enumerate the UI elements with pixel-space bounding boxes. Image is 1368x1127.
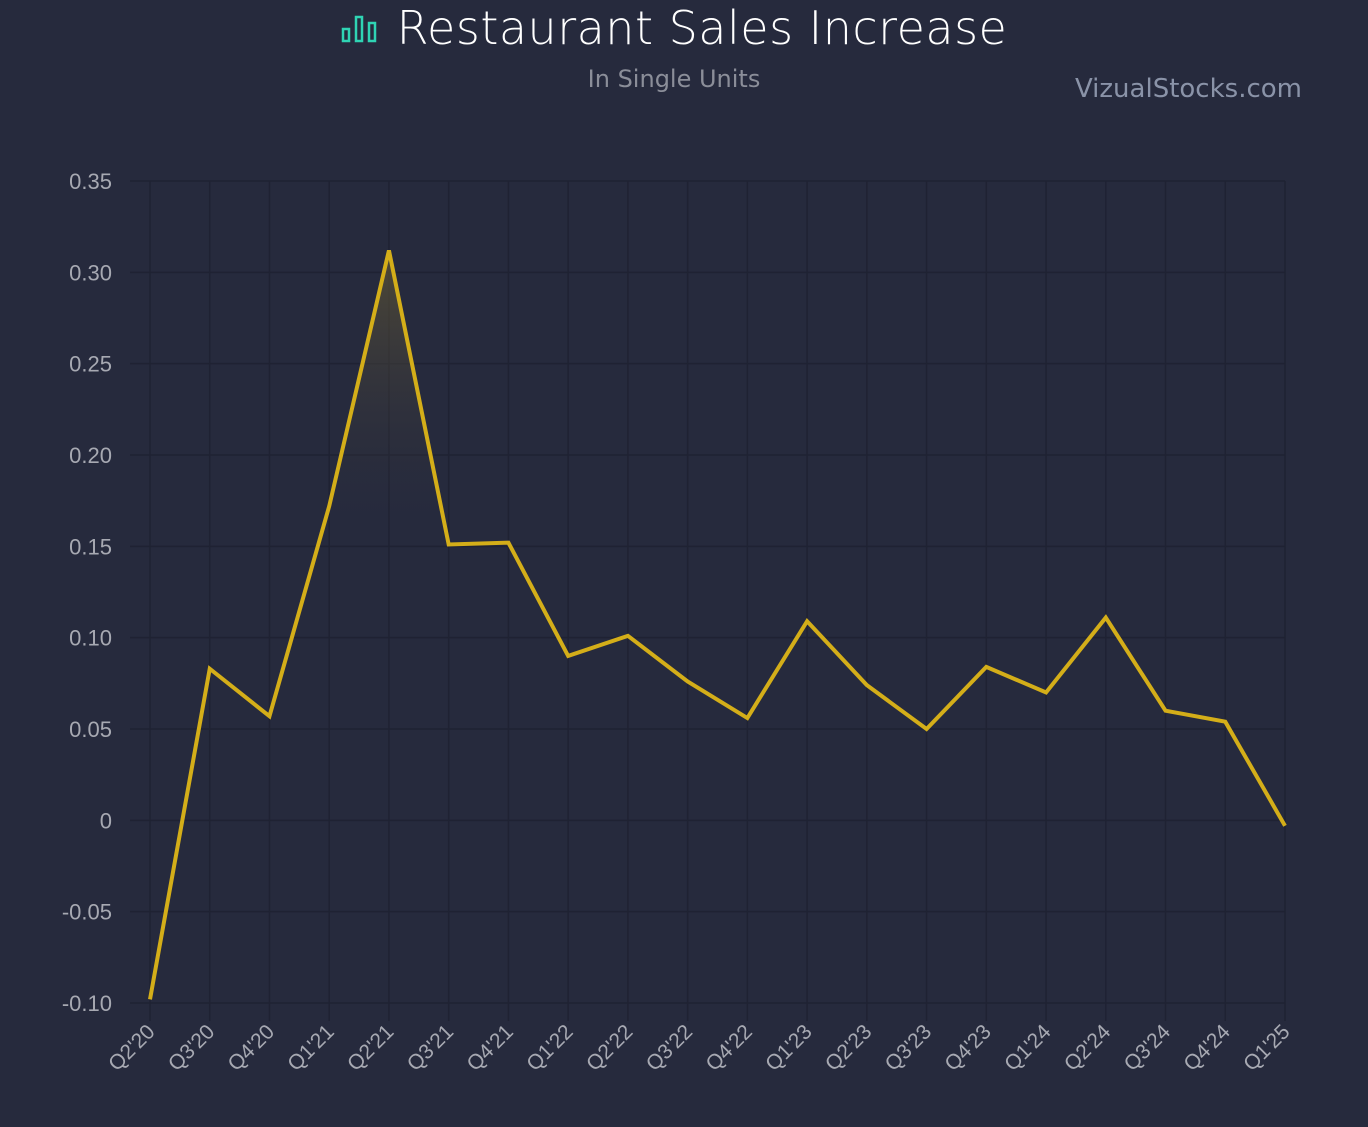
x-tick-label: Q2'23 [821, 1020, 876, 1075]
x-tick-label: Q1'25 [1239, 1020, 1294, 1075]
data-point[interactable] [865, 683, 869, 687]
data-point[interactable] [148, 997, 152, 1001]
y-tick-label: 0.05 [69, 717, 112, 742]
x-tick-label: Q4'22 [701, 1020, 756, 1075]
x-tick-label: Q2'20 [104, 1020, 159, 1075]
data-point[interactable] [745, 716, 749, 720]
title-row: Restaurant Sales Increase [0, 0, 1368, 56]
y-tick-label: 0.15 [69, 534, 112, 559]
data-point[interactable] [447, 543, 451, 547]
data-point[interactable] [387, 248, 391, 252]
x-tick-label: Q2'24 [1060, 1020, 1116, 1076]
x-tick-label: Q1'24 [1000, 1020, 1056, 1076]
y-tick-label: 0.10 [69, 626, 112, 651]
data-point[interactable] [984, 665, 988, 669]
x-tick-label: Q1'21 [283, 1020, 338, 1075]
title-wrap: Restaurant Sales Increase [341, 5, 1008, 51]
x-tick-label: Q2'22 [582, 1020, 637, 1075]
data-point[interactable] [267, 714, 271, 718]
y-tick-label: 0.30 [69, 260, 112, 285]
grid-lines [130, 180, 1286, 1021]
data-point[interactable] [1164, 709, 1168, 713]
data-point[interactable] [208, 667, 212, 671]
y-tick-label: 0.20 [69, 443, 112, 468]
data-point[interactable] [327, 504, 331, 508]
y-axis-ticks: 0.35 0.30 0.25 0.20 0.15 0.10 0.05 0 -0.05 -0.10 [62, 169, 112, 1016]
x-tick-label: Q3'23 [881, 1020, 936, 1075]
y-tick-label: -0.05 [62, 900, 112, 925]
data-point[interactable] [925, 727, 929, 731]
y-tick-label: 0.35 [69, 169, 112, 194]
y-tick-label: 0 [100, 808, 112, 833]
x-tick-label: Q3'20 [164, 1020, 219, 1075]
peak-area-fill [329, 250, 449, 545]
data-point[interactable] [1044, 690, 1048, 694]
data-point[interactable] [506, 541, 510, 545]
x-tick-label: Q3'21 [403, 1020, 458, 1075]
x-tick-label: Q3'24 [1120, 1020, 1176, 1076]
peak-area [329, 250, 449, 545]
series-line [148, 249, 1287, 1000]
x-tick-label: Q1'22 [522, 1020, 577, 1075]
x-tick-label: Q4'24 [1179, 1020, 1235, 1076]
bar-chart-icon [341, 15, 376, 43]
y-tick-label: 0.25 [69, 352, 112, 377]
data-point[interactable] [686, 680, 690, 684]
data-point[interactable] [1223, 720, 1227, 724]
x-tick-label: Q1'23 [761, 1020, 816, 1075]
x-tick-label: Q2'21 [343, 1020, 398, 1075]
data-point[interactable] [805, 619, 809, 623]
x-axis-ticks: Q2'20 Q3'20 Q4'20 Q1'21 Q2'21 Q3'21 Q4'21 Q1'22… [104, 1020, 1294, 1076]
x-tick-label: Q4'23 [940, 1020, 995, 1075]
y-tick-label: -0.10 [62, 991, 112, 1016]
data-point[interactable] [566, 654, 570, 658]
chart-title: Restaurant Sales Increase [396, 1, 1008, 55]
x-tick-label: Q4'21 [463, 1020, 518, 1075]
brand-watermark: VizualStocks.com [1074, 74, 1302, 104]
x-tick-label: Q3'22 [642, 1020, 697, 1075]
data-point[interactable] [1104, 616, 1108, 620]
chart-subtitle: In Single Units [587, 65, 761, 93]
data-point[interactable] [626, 634, 630, 638]
x-tick-label: Q4'20 [224, 1020, 279, 1075]
series-layer [148, 248, 1287, 1001]
data-point[interactable] [1283, 824, 1287, 828]
